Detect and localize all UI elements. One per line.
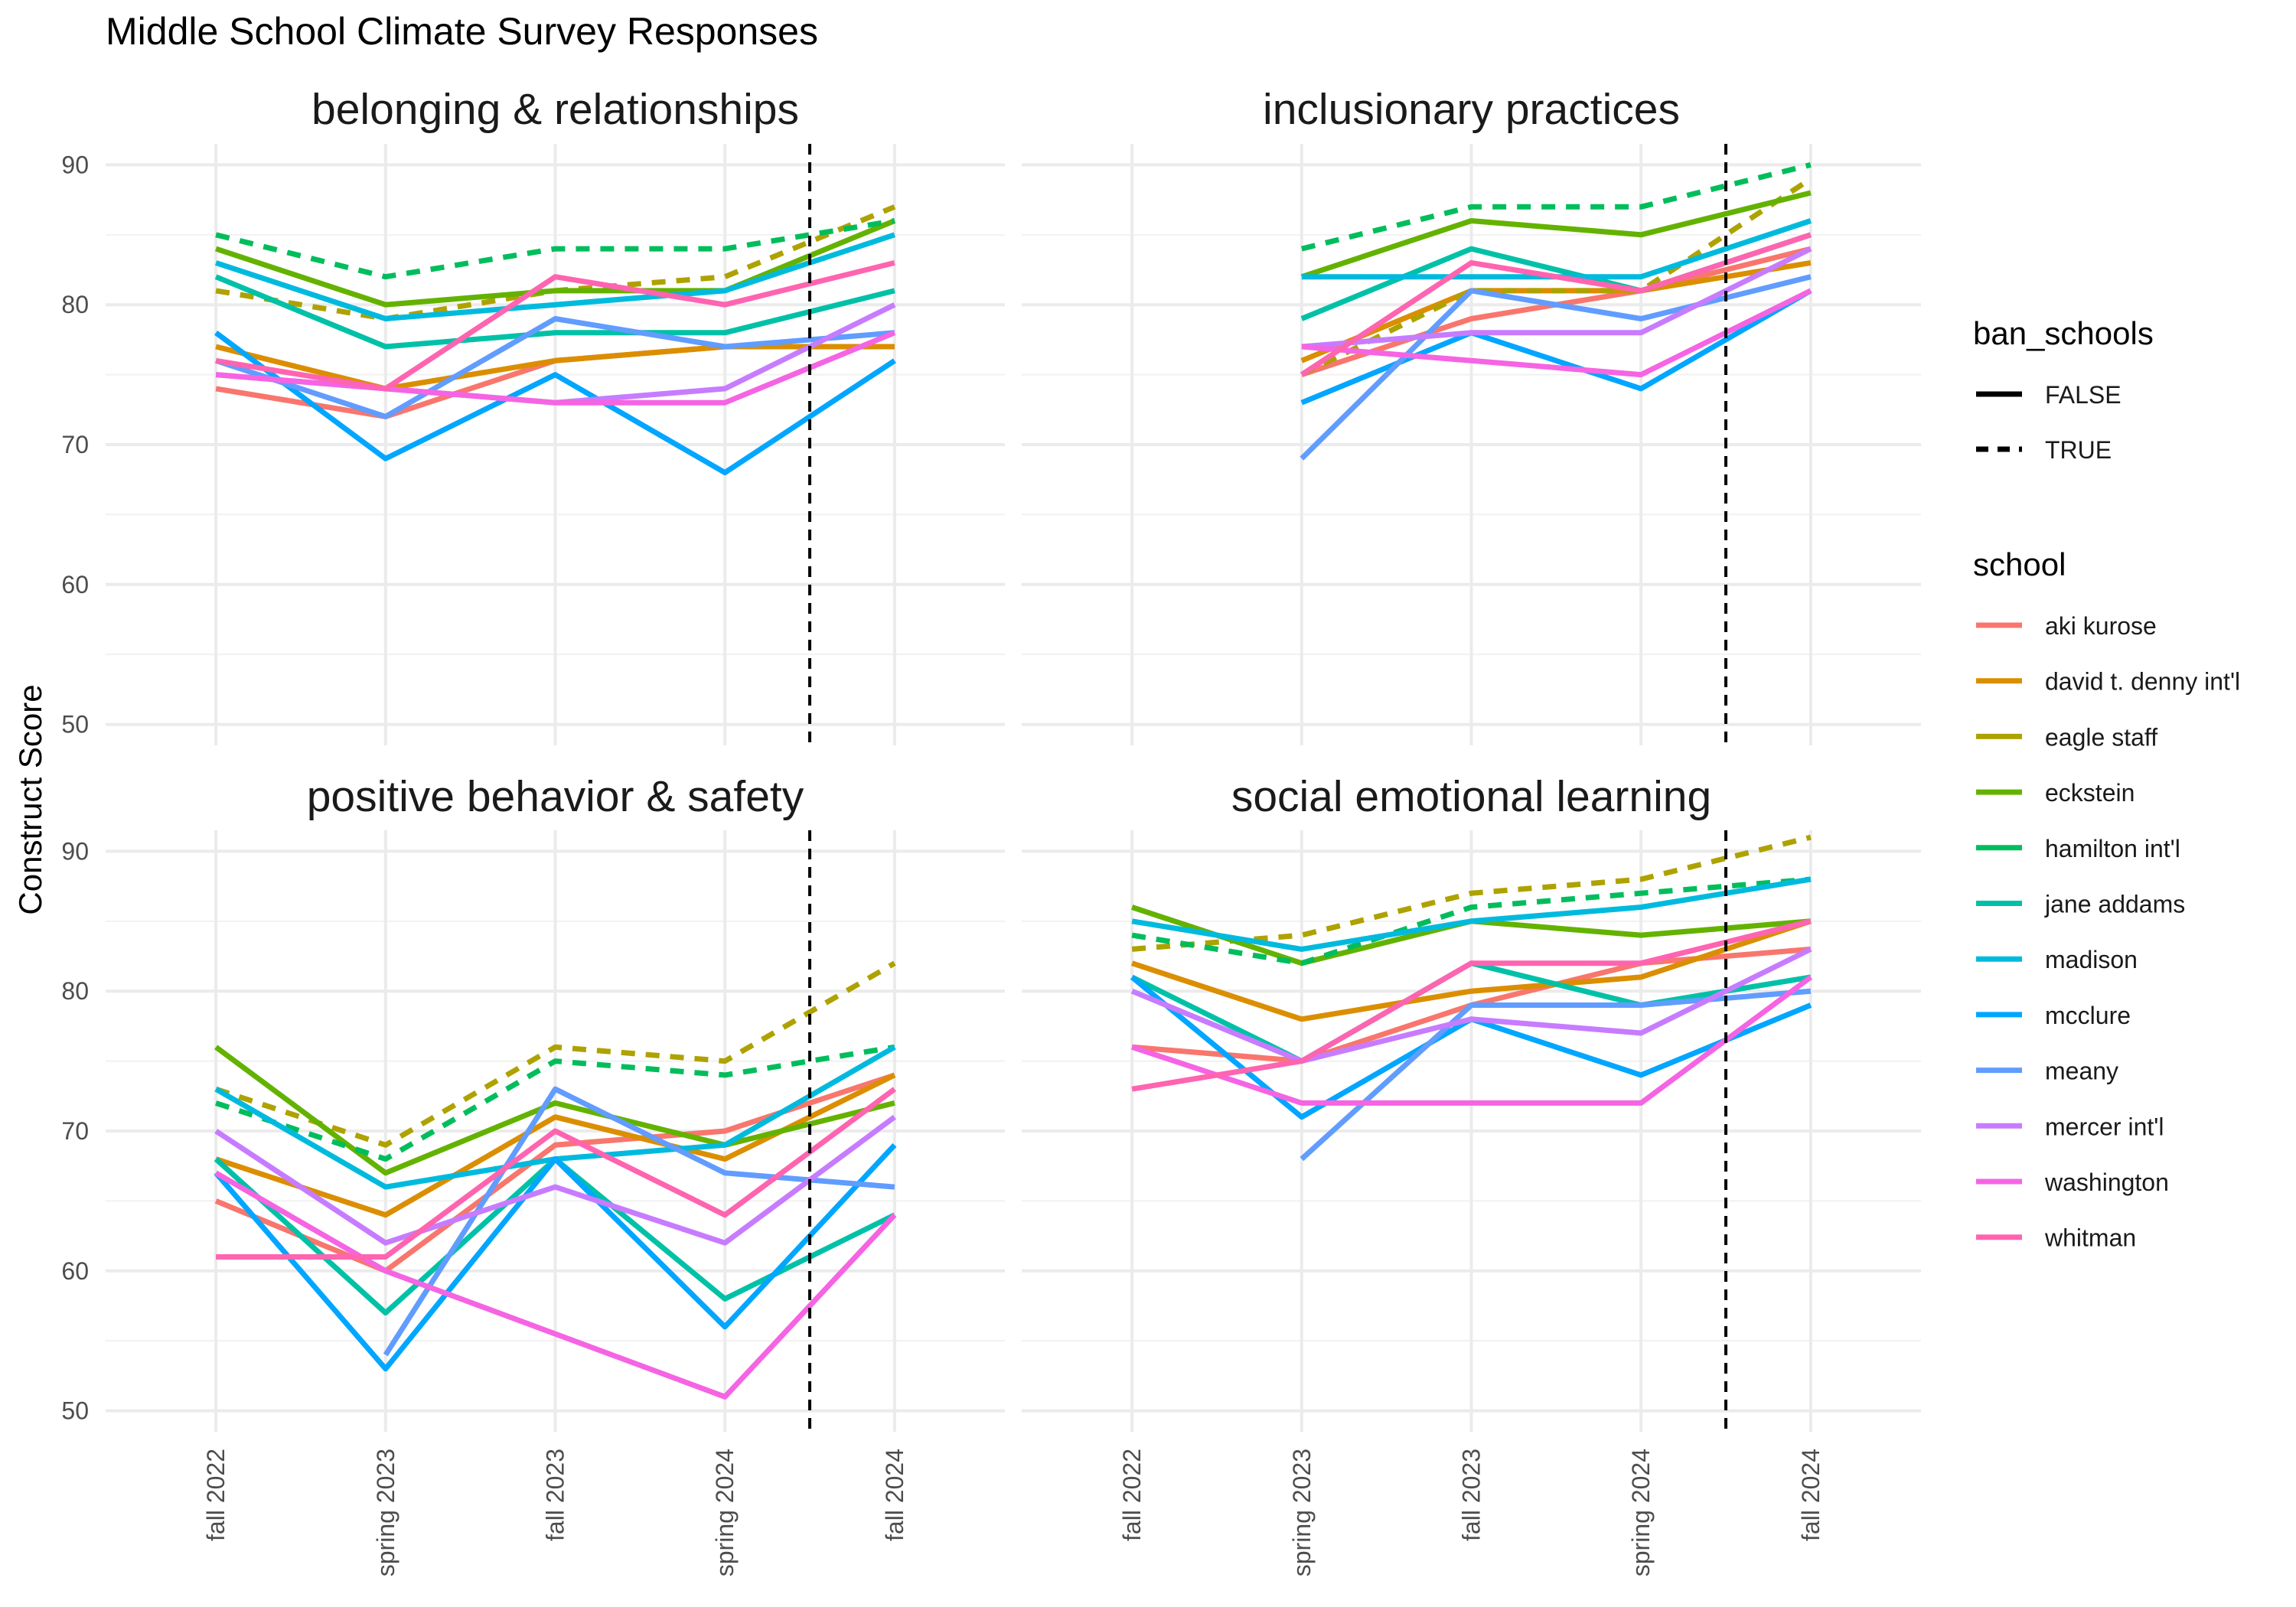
legend-title-ban-schools: ban_schools (1973, 315, 2154, 351)
series-line-hamilton-int-l (215, 218, 895, 280)
legend-label: aki kurose (2045, 612, 2157, 640)
panel-inclusionary-practices: inclusionary practices (1022, 85, 1921, 745)
series-line-washington (1131, 975, 1812, 1106)
x-tick-label: fall 2024 (881, 1449, 908, 1541)
legend-label: jane addams (2044, 891, 2185, 918)
legend-title-school: school (1973, 546, 2066, 582)
legend-label: madison (2045, 946, 2138, 973)
y-tick-label: 90 (61, 837, 89, 865)
y-tick-label: 80 (61, 977, 89, 1005)
series-line-mcclure (214, 330, 896, 476)
legend: ban_schools FALSE TRUE school aki kurose davi… (1973, 315, 2240, 1252)
legend-label: washington (2044, 1169, 2169, 1196)
panel-title: social emotional learning (1231, 772, 1711, 821)
series-line-eckstein (215, 218, 896, 308)
y-tick-label: 80 (61, 291, 89, 318)
y-tick-label: 50 (61, 1397, 89, 1425)
legend-label: eagle staff (2045, 723, 2157, 751)
x-tick-label: fall 2023 (542, 1449, 569, 1541)
series-line-mercer-int-l (1301, 246, 1812, 350)
series-line-david-t-denny-int-l (215, 344, 895, 392)
legend-label: FALSE (2045, 381, 2122, 409)
series-line-mcclure (214, 1143, 897, 1372)
panel-social-emotional-learning: social emotional learning fall 2022 spring… (1022, 772, 1921, 1576)
series-line-eckstein (214, 1045, 895, 1176)
series-line-madison (215, 232, 895, 321)
y-tick-label: 60 (61, 1257, 89, 1285)
series-line-eagle-staff (1300, 176, 1812, 377)
panel-title: positive behavior & safety (307, 772, 804, 821)
legend-label: mcclure (2045, 1002, 2131, 1029)
legend-label: eckstein (2045, 779, 2135, 807)
legend-label: meany (2045, 1058, 2118, 1085)
series-line-meany (383, 1086, 895, 1357)
series-line-mcclure (1300, 288, 1812, 406)
series-line-whitman (215, 260, 895, 392)
series-line-whitman (216, 1087, 896, 1260)
legend-label: david t. denny int'l (2045, 668, 2240, 696)
y-tick-label: 60 (61, 571, 89, 598)
series-line-david-t-denny-int-l (1131, 918, 1812, 1022)
series-line-washington (214, 1170, 897, 1400)
series-line-madison (1131, 876, 1812, 952)
series-line-hamilton-int-l (1131, 876, 1812, 966)
series-line-mercer-int-l (214, 1114, 896, 1246)
series-line-eagle-staff (1131, 834, 1812, 952)
series-line-eckstein (1300, 190, 1812, 280)
series-line-washington (215, 330, 896, 406)
series-line-hamilton-int-l (1300, 162, 1812, 252)
x-tick-label: fall 2023 (1458, 1449, 1486, 1541)
y-tick-label: 50 (61, 711, 89, 738)
x-tick-label: spring 2024 (711, 1449, 739, 1576)
y-axis-title: Construct Score (12, 684, 48, 914)
series-line-whitman (1131, 918, 1812, 1092)
x-tick-label: spring 2023 (372, 1449, 400, 1576)
x-tick-label: fall 2024 (1797, 1449, 1825, 1541)
series-line-jane-addams (214, 274, 895, 350)
panel-title: inclusionary practices (1263, 85, 1680, 134)
x-tick-label: fall 2022 (1118, 1449, 1146, 1541)
series-line-hamilton-int-l (215, 1044, 895, 1162)
series-line-mercer-int-l (1130, 947, 1812, 1064)
x-tick-label: spring 2024 (1627, 1449, 1655, 1576)
panels: belonging & relationships 50 60 70 80 90 inclu… (61, 85, 1921, 1576)
panel-positive-behavior-safety: positive behavior & safety 50 60 70 80 90 fall… (61, 772, 1005, 1576)
chart-title: Middle School Climate Survey Responses (106, 10, 818, 53)
legend-label: whitman (2044, 1224, 2136, 1252)
y-tick-label: 70 (61, 431, 89, 458)
x-tick-label: spring 2023 (1288, 1449, 1316, 1576)
legend-label: TRUE (2045, 436, 2112, 464)
panel-belonging-relationships: belonging & relationships 50 60 70 80 90 (61, 85, 1005, 745)
series-line-meany (215, 316, 895, 419)
series-line-eagle-staff (215, 960, 896, 1148)
y-tick-label: 90 (61, 151, 89, 178)
x-tick-label: fall 2022 (202, 1449, 230, 1541)
y-tick-label: 70 (61, 1117, 89, 1145)
legend-label: hamilton int'l (2045, 835, 2180, 862)
panel-title: belonging & relationships (311, 85, 799, 134)
legend-label: mercer int'l (2045, 1113, 2164, 1140)
